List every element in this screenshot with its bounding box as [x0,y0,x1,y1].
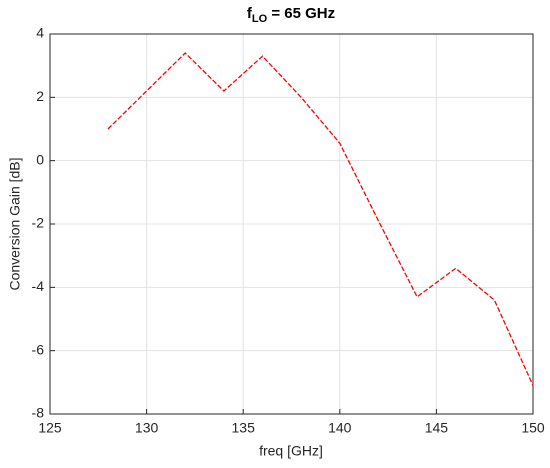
y-tick-label: -4 [32,278,45,294]
plot-frame [49,33,534,415]
y-tick-label: -2 [32,215,45,231]
x-tick-label: 140 [328,420,352,436]
x-tick-label: 150 [521,420,545,436]
y-axis-label: Conversion Gain [dB] [7,157,23,290]
data-line [107,52,534,386]
y-tick-label: 0 [36,151,44,167]
x-tick-label: 145 [425,420,449,436]
x-tick-label: 135 [232,420,256,436]
x-tick-label: 130 [135,420,159,436]
y-tick-label: -8 [32,405,45,421]
title-subscript: LO [252,13,268,25]
chart-title: fLO = 65 GHz [247,5,335,25]
title-rest: = 65 GHz [267,5,335,22]
y-tick-label: -6 [32,341,45,357]
x-tick-label: 125 [38,420,62,436]
x-axis-label: freq [GHz] [259,443,323,459]
title-main: f [247,5,253,22]
y-tick-label: 2 [36,88,44,104]
y-tick-label: 4 [36,25,44,41]
